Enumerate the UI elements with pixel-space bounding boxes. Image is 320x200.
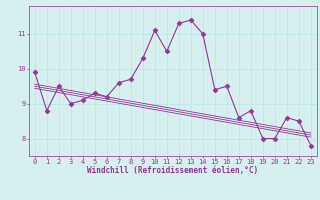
X-axis label: Windchill (Refroidissement éolien,°C): Windchill (Refroidissement éolien,°C) — [87, 166, 258, 175]
